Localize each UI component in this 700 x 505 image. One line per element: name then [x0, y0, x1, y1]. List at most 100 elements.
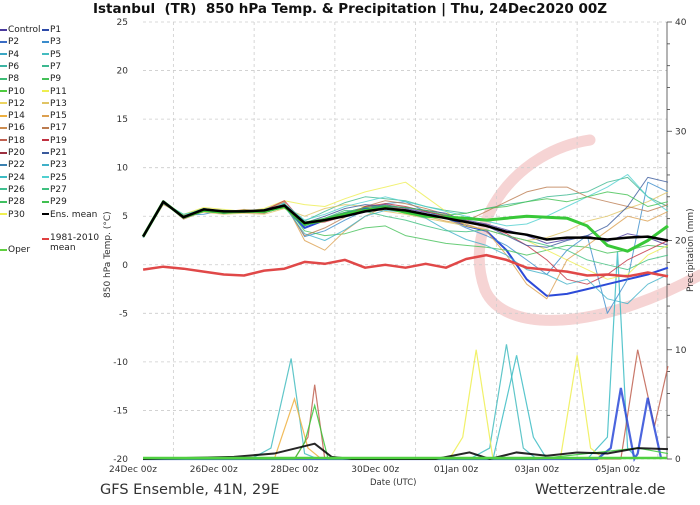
legend-item: P14: [0, 110, 25, 122]
legend-item: P18: [0, 135, 25, 147]
legend-item: P22: [0, 159, 25, 171]
legend-item: P9: [42, 73, 61, 85]
x-tick-label: 28Dec 00z: [271, 465, 319, 475]
legend-item: P10: [0, 86, 25, 98]
legend-item: P17: [42, 122, 67, 134]
y-axis-label: 850 hPa Temp. (°C): [103, 211, 113, 298]
legend-swatch: [0, 188, 7, 191]
legend-item: P27: [42, 184, 67, 196]
legend-label: P24: [8, 172, 25, 183]
legend-item: P12: [0, 98, 25, 110]
legend-label: P19: [50, 135, 67, 146]
legend-label: P22: [8, 160, 25, 171]
legend-item: P15: [42, 110, 67, 122]
legend-swatch: [0, 90, 7, 92]
legend-label: P1: [50, 25, 62, 35]
legend-swatch: [42, 163, 49, 166]
legend-label: P21: [50, 148, 67, 158]
legend-item: P4: [0, 49, 19, 61]
legend-swatch: [42, 40, 49, 43]
x-tick-label: 05Jan 00z: [595, 465, 640, 475]
legend-item: P29: [42, 196, 67, 208]
legend-label: P25: [50, 172, 67, 183]
legend-label: P29: [50, 197, 67, 208]
precip-line-ens-mean: [143, 442, 669, 461]
legend-swatch: [42, 77, 49, 80]
x-axis-label: Date (UTC): [370, 478, 417, 488]
legend-swatch: [0, 126, 7, 129]
legend-swatch: [0, 213, 7, 215]
legend-label: P13: [50, 98, 67, 109]
legend-label: P5: [50, 49, 62, 60]
x-tick-label: 24Dec 00z: [109, 465, 157, 475]
y2-tick-label: 40: [675, 18, 687, 28]
annotation-circle: [473, 134, 700, 326]
legend-label: P14: [8, 111, 25, 122]
legend-label: 1981-2010 mean: [50, 233, 100, 253]
legend-swatch: [0, 200, 7, 203]
legend-item: P24: [0, 172, 25, 184]
legend-swatch: [0, 65, 7, 68]
legend-swatch: [0, 40, 7, 43]
y-tick-label: -10: [113, 358, 128, 368]
model-info: GFS Ensemble, 41N, 29E: [100, 482, 280, 498]
legend-item: P28: [0, 196, 25, 208]
x-tick-label: 01Jan 00z: [434, 465, 479, 475]
legend-label: P27: [50, 184, 67, 195]
legend-swatch: [42, 213, 49, 215]
legend-item: P13: [42, 98, 67, 110]
legend-swatch: [0, 114, 7, 117]
legend-swatch: [0, 139, 7, 142]
legend-item: P26: [0, 184, 25, 196]
legend-item: P25: [42, 172, 67, 184]
legend-item: P5: [42, 49, 61, 61]
y-tick-label: 25: [117, 18, 128, 28]
legend-swatch: [42, 90, 49, 92]
legend-label: P28: [8, 197, 25, 208]
legend-item: Oper: [0, 244, 30, 256]
legend-item: P6: [0, 61, 19, 73]
y-tick-label: 0: [122, 261, 128, 271]
legend-swatch: [0, 248, 7, 251]
legend-swatch: [42, 151, 49, 154]
legend-swatch: [0, 77, 7, 80]
legend-swatch: [0, 151, 7, 154]
temp-line-1981-2010-mean: [142, 253, 669, 278]
legend-label: P17: [50, 123, 67, 134]
legend-item: P11: [42, 86, 67, 98]
legend-label: P9: [50, 74, 62, 85]
legend-item: P8: [0, 73, 19, 85]
legend-label: P8: [8, 74, 20, 85]
y-tick-label: -15: [113, 406, 128, 416]
legend-swatch: [42, 200, 49, 203]
y2-tick-label: 20: [675, 237, 687, 247]
legend-label: P23: [50, 160, 67, 171]
legend-swatch: [42, 139, 49, 142]
legend-label: P12: [8, 98, 25, 109]
legend-label: Control: [8, 25, 41, 35]
legend-label: Ens. mean: [50, 209, 98, 220]
legend-item: P7: [42, 61, 61, 73]
y-tick-label: 15: [117, 115, 128, 125]
legend-swatch: [0, 163, 7, 166]
y2-tick-label: 30: [675, 127, 687, 137]
legend-item: P30: [0, 209, 25, 221]
x-tick-label: 03Jan 00z: [515, 465, 560, 475]
legend-item: Control: [0, 24, 41, 36]
legend-label: P11: [50, 86, 67, 97]
legend-item: P3: [42, 36, 61, 48]
legend-item: P20: [0, 147, 25, 159]
legend-swatch: [0, 102, 7, 105]
legend-item: Ens. mean: [42, 209, 97, 221]
legend-swatch: [42, 188, 49, 191]
y-tick-label: 20: [117, 67, 129, 77]
legend-item: P1: [42, 24, 61, 36]
legend-swatch: [0, 53, 7, 56]
y2-tick-label: 0: [675, 455, 681, 465]
precip-line-p14: [143, 396, 322, 460]
x-tick-label: 26Dec 00z: [190, 465, 238, 475]
precip-line-p11: [143, 349, 605, 460]
legend-item: P21: [42, 147, 67, 159]
legend-item: P16: [0, 122, 25, 134]
